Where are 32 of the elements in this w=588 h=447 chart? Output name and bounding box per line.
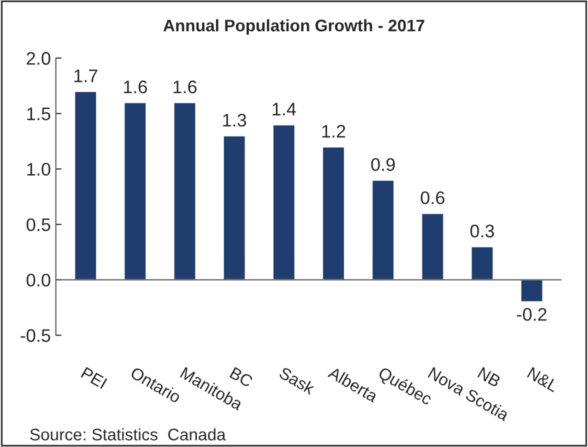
bar: [272, 124, 296, 281]
bar: [371, 179, 395, 281]
data-label: 1.6: [124, 80, 147, 94]
data-label: 1.4: [272, 102, 296, 116]
data-label: 1.3: [223, 114, 246, 127]
y-tick-label: 2.0: [26, 52, 50, 65]
bar: [123, 102, 148, 281]
data-label: 0.6: [420, 191, 444, 204]
x-tick-label: NB: [477, 367, 502, 388]
data-label: 1.7: [74, 70, 98, 82]
bar: [420, 212, 444, 281]
bar: [172, 102, 197, 281]
x-tick-label: PEI: [80, 367, 108, 389]
bar: [322, 146, 346, 281]
y-tick-label: 0.0: [26, 274, 50, 287]
source-note: Source: Statistics Canada: [30, 428, 226, 440]
chart-title: Annual Population Growth - 2017: [163, 19, 424, 35]
bar: [222, 135, 246, 281]
data-label: 0.9: [371, 158, 395, 171]
bar: [520, 279, 544, 303]
data-label: -0.2: [517, 308, 546, 321]
data-label: 1.6: [174, 80, 197, 94]
y-tick-label: 1.5: [27, 108, 50, 120]
x-tick-label: N&L: [526, 366, 560, 392]
y-tick-label: 1.0: [27, 162, 50, 176]
y-tick-label: 0.5: [26, 218, 50, 232]
bar: [470, 246, 494, 281]
bar: [74, 90, 98, 281]
data-label: 0.3: [470, 224, 494, 238]
x-tick-label: Sask: [278, 366, 316, 395]
data-label: 1.2: [322, 124, 346, 138]
y-tick-label: -0.5: [20, 329, 50, 342]
